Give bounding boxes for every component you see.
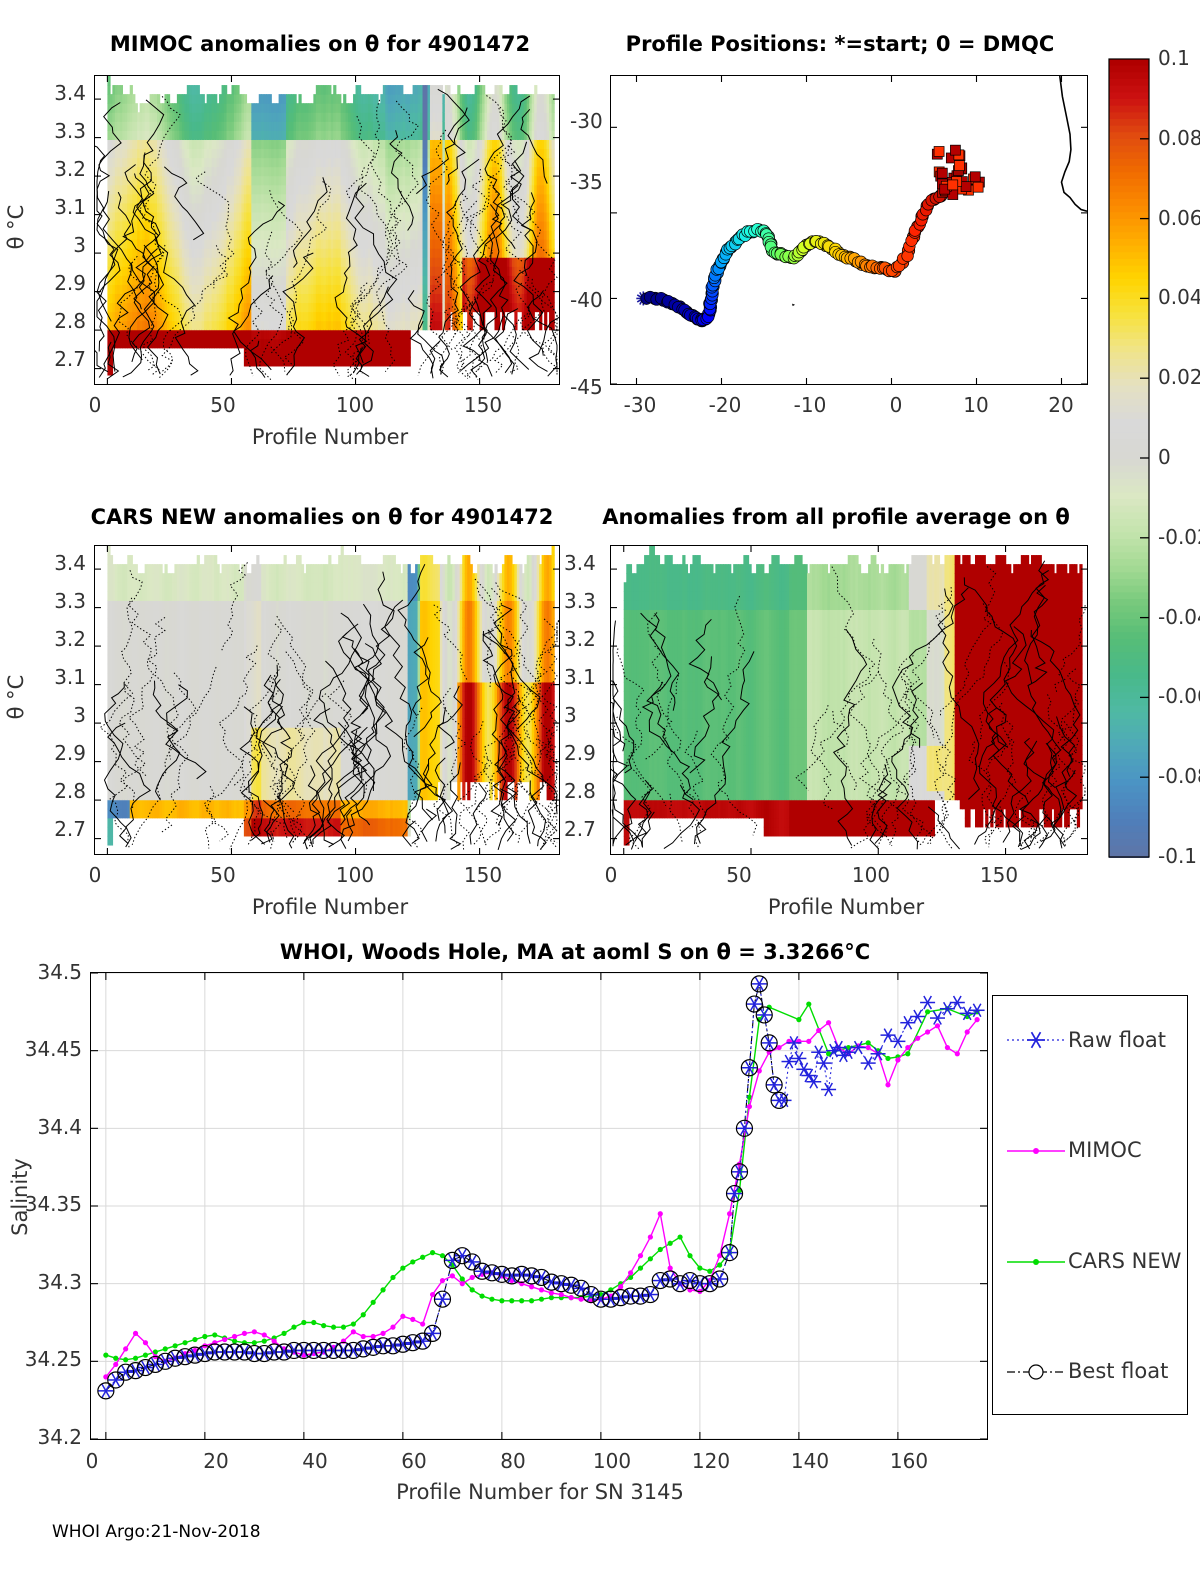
tick-label: 2.9 xyxy=(564,741,596,765)
mimoc-y-axis-label: θ °C xyxy=(4,204,28,250)
legend-label-mimoc: MIMOC xyxy=(1068,1138,1142,1162)
tick-label: 3.4 xyxy=(54,551,86,575)
colorbar-tick-label: -0.1 xyxy=(1158,844,1198,868)
tick-label: -40 xyxy=(570,288,603,312)
colorbar-tick-label: -0.06 xyxy=(1158,684,1200,709)
tick-label: 34.45 xyxy=(24,1037,82,1061)
tick-label: 40 xyxy=(302,1449,328,1473)
tick-label: 3.1 xyxy=(54,195,86,219)
cars-x-axis-label: Profile Number xyxy=(251,895,409,919)
tick-label: 120 xyxy=(691,1449,731,1473)
tick-label: 3.4 xyxy=(54,81,86,105)
tick-label: 3.2 xyxy=(564,627,596,651)
salinity-panel-title: WHOI, Woods Hole, MA at aoml S on θ = 3.… xyxy=(279,940,871,964)
tick-label: 160 xyxy=(889,1449,929,1473)
tick-label: 3.1 xyxy=(54,665,86,689)
salinity-legend xyxy=(992,995,1188,1415)
tick-label: 3 xyxy=(564,703,577,727)
tick-label: 2.8 xyxy=(54,779,86,803)
tick-label: 34.25 xyxy=(24,1347,82,1371)
tick-label: 34.4 xyxy=(37,1115,82,1139)
colorbar-tick-label: -0.08 xyxy=(1158,764,1200,789)
tick-label: 0 xyxy=(88,393,102,417)
colorbar-tick-label: 0.02 xyxy=(1158,365,1200,390)
cars-y-axis-label: θ °C xyxy=(4,674,28,720)
mimoc-panel-title: MIMOC anomalies on θ for 4901472 xyxy=(109,32,531,56)
tick-label: -20 xyxy=(708,393,742,417)
legend-label-best-float: Best float xyxy=(1068,1359,1169,1383)
salinity-plot xyxy=(90,972,988,1440)
tick-label: 34.35 xyxy=(24,1192,82,1216)
tick-label: 2.7 xyxy=(54,347,86,371)
tick-label: 0 xyxy=(85,1449,99,1473)
colorbar-tick-label: 0 xyxy=(1158,445,1171,469)
tick-label: 150 xyxy=(463,393,503,417)
tick-label: 3.3 xyxy=(54,589,86,613)
salinity-x-axis-label: Profile Number for SN 3145 xyxy=(396,1480,684,1504)
colorbar-tick-label: 0.06 xyxy=(1158,205,1200,230)
cars-anomaly-plot xyxy=(94,545,560,855)
figure-footer: WHOI Argo:21-Nov-2018 xyxy=(52,1522,261,1542)
tick-label: 0 xyxy=(88,863,102,887)
mimoc-anomaly-plot xyxy=(94,75,560,385)
tick-label: 50 xyxy=(726,863,752,887)
allprofile-anomaly-plot xyxy=(610,545,1088,855)
tick-label: 100 xyxy=(335,393,375,417)
tick-label: 100 xyxy=(335,863,375,887)
tick-label: 150 xyxy=(463,863,503,887)
tick-label: 80 xyxy=(500,1449,526,1473)
tick-label: -30 xyxy=(570,109,603,133)
legend-label-raw-float: Raw float xyxy=(1068,1028,1167,1052)
tick-label: -10 xyxy=(793,393,827,417)
tick-label: 3 xyxy=(73,233,86,257)
tick-label: 2.9 xyxy=(54,741,86,765)
tick-label: -35 xyxy=(570,170,603,194)
tick-label: 34.2 xyxy=(37,1425,82,1449)
tick-label: 0 xyxy=(604,863,618,887)
tick-label: 60 xyxy=(401,1449,427,1473)
tick-label: 50 xyxy=(210,393,236,417)
salinity-y-axis-label: Salinity xyxy=(8,1158,32,1236)
colorbar-tick-label: -0.02 xyxy=(1158,524,1200,549)
tick-label: 34.5 xyxy=(37,960,82,984)
tick-label: -30 xyxy=(623,393,657,417)
tick-label: 50 xyxy=(210,863,236,887)
tick-label: 2.8 xyxy=(54,309,86,333)
tick-label: 150 xyxy=(979,863,1019,887)
positions-panel-title: Profile Positions: *=start; 0 = DMQC xyxy=(625,32,1055,56)
tick-label: 3.4 xyxy=(564,551,596,575)
allprofile-x-axis-label: Profile Number xyxy=(767,895,925,919)
tick-label: 34.3 xyxy=(37,1270,82,1294)
tick-label: 100 xyxy=(851,863,891,887)
tick-label: 3.3 xyxy=(54,119,86,143)
tick-label: 3 xyxy=(73,703,86,727)
colorbar-tick-label: 0.1 xyxy=(1158,46,1190,70)
tick-label: 2.8 xyxy=(564,779,596,803)
tick-label: 10 xyxy=(963,393,989,417)
profile-positions-map xyxy=(610,75,1088,385)
tick-label: 2.7 xyxy=(564,817,596,841)
tick-label: 140 xyxy=(790,1449,830,1473)
legend-label-cars-new: CARS NEW xyxy=(1068,1249,1182,1273)
tick-label: 20 xyxy=(203,1449,229,1473)
tick-label: -45 xyxy=(570,375,603,399)
tick-label: 3.3 xyxy=(564,589,596,613)
colorbar-tick-label: 0.04 xyxy=(1158,285,1200,310)
cars-panel-title: CARS NEW anomalies on θ for 4901472 xyxy=(90,505,554,529)
colorbar-tick-label: 0.08 xyxy=(1158,125,1200,150)
colorbar xyxy=(1108,58,1150,858)
tick-label: 20 xyxy=(1048,393,1074,417)
tick-label: 2.9 xyxy=(54,271,86,295)
tick-label: 0 xyxy=(889,393,903,417)
mimoc-x-axis-label: Profile Number xyxy=(251,425,409,449)
tick-label: 3.2 xyxy=(54,627,86,651)
tick-label: 3.1 xyxy=(564,665,596,689)
tick-label: 3.2 xyxy=(54,157,86,181)
allprofile-panel-title: Anomalies from all profile average on θ xyxy=(602,505,1070,529)
tick-label: 100 xyxy=(592,1449,632,1473)
colorbar-tick-label: -0.04 xyxy=(1158,604,1200,629)
tick-label: 2.7 xyxy=(54,817,86,841)
